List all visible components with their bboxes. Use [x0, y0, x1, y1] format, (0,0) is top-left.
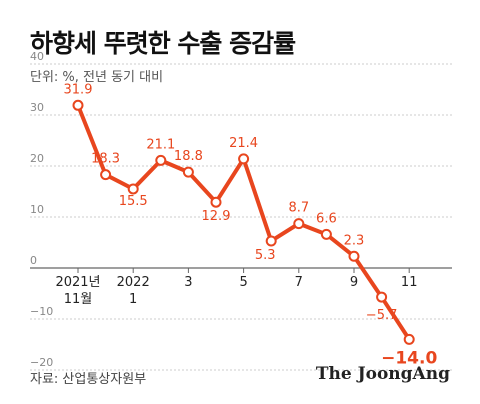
data-label: 6.6: [316, 211, 337, 226]
data-label: 8.7: [288, 201, 309, 216]
data-label: 18.3: [91, 152, 120, 167]
data-point: [100, 169, 112, 181]
x-tick-label: 2022: [117, 275, 150, 290]
y-tick-label: 40: [30, 50, 44, 63]
y-tick-label: 20: [30, 152, 44, 165]
data-point: [293, 218, 305, 230]
chart-unit-note: 단위: %, 전년 동기 대비: [30, 70, 164, 85]
data-label: −5.7: [366, 308, 398, 323]
chart-title: 하향세 뚜렷한 수출 증감률: [30, 29, 296, 58]
data-label: 12.9: [202, 209, 231, 224]
y-tick-label: 10: [30, 203, 44, 216]
data-label: 18.8: [174, 149, 203, 164]
x-tick-label: 1: [129, 292, 137, 307]
data-point: [127, 183, 139, 195]
data-point: [265, 235, 277, 247]
data-point: [210, 196, 222, 208]
data-point: [376, 291, 388, 303]
x-tick-label: 11월: [64, 292, 93, 307]
data-point: [238, 153, 250, 165]
data-label: −14.0: [381, 348, 437, 368]
data-point: [348, 250, 360, 262]
data-label: 31.9: [64, 82, 93, 97]
brand-logo: The JoongAng: [315, 364, 450, 384]
x-tick-label: 9: [350, 275, 358, 290]
data-label: 15.5: [119, 194, 148, 209]
data-label: 2.3: [344, 233, 365, 248]
y-tick-label: −10: [30, 305, 53, 318]
x-tick-label: 2021년: [55, 275, 100, 290]
x-tick-label: 5: [239, 275, 247, 290]
data-label: 21.4: [229, 136, 258, 151]
source-note: 자료: 산업통상자원부: [30, 372, 147, 387]
data-point: [72, 99, 84, 111]
x-tick-label: 7: [295, 275, 303, 290]
data-label: 21.1: [146, 137, 175, 152]
data-point: [182, 166, 194, 178]
data-label: 5.3: [255, 248, 276, 263]
data-point: [403, 333, 415, 345]
x-tick-label: 3: [184, 275, 192, 290]
y-tick-label: 30: [30, 101, 44, 114]
y-tick-label: −20: [30, 356, 53, 369]
data-point: [320, 228, 332, 240]
x-tick-label: 11: [401, 275, 418, 290]
y-tick-label: 0: [30, 254, 37, 267]
data-point: [155, 154, 167, 166]
